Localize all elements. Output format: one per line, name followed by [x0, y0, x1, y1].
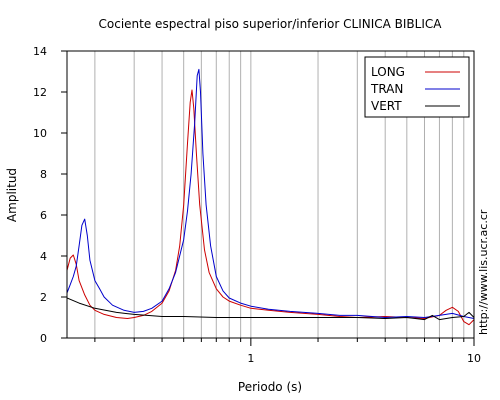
y-tick-label: 14	[33, 45, 47, 58]
x-axis: 1 10	[94, 338, 481, 365]
y-tick-label: 6	[40, 209, 47, 222]
plot-area-frame	[66, 50, 475, 339]
y-tick-label: 4	[40, 250, 47, 263]
series-line-vert	[67, 297, 474, 321]
x-tick-label: 1	[247, 352, 254, 365]
legend-label-long: LONG	[371, 65, 405, 79]
y-tick-label: 12	[33, 86, 47, 99]
watermark-url: http://www.lis.ucr.ac.cr	[477, 209, 490, 335]
series-line-long	[67, 89, 474, 326]
legend-label-tran: TRAN	[370, 82, 403, 96]
x-tick-label: 10	[467, 352, 481, 365]
y-tick-label: 10	[33, 127, 47, 140]
series-lines	[67, 68, 474, 326]
legend-label-vert: VERT	[371, 99, 402, 113]
chart-title: Cociente espectral piso superior/inferio…	[99, 17, 443, 31]
chart-legend: LONG TRAN VERT	[364, 56, 470, 118]
legend-box	[364, 56, 470, 118]
y-tick-label: 8	[40, 168, 47, 181]
y-axis-label: Amplitud	[5, 168, 19, 222]
series-line-tran	[67, 68, 474, 319]
y-tick-label: 0	[40, 332, 47, 345]
y-tick-label: 2	[40, 291, 47, 304]
y-axis: 0 2 4 6 8 10 12 14	[33, 45, 67, 345]
x-axis-label: Periodo (s)	[238, 380, 302, 394]
